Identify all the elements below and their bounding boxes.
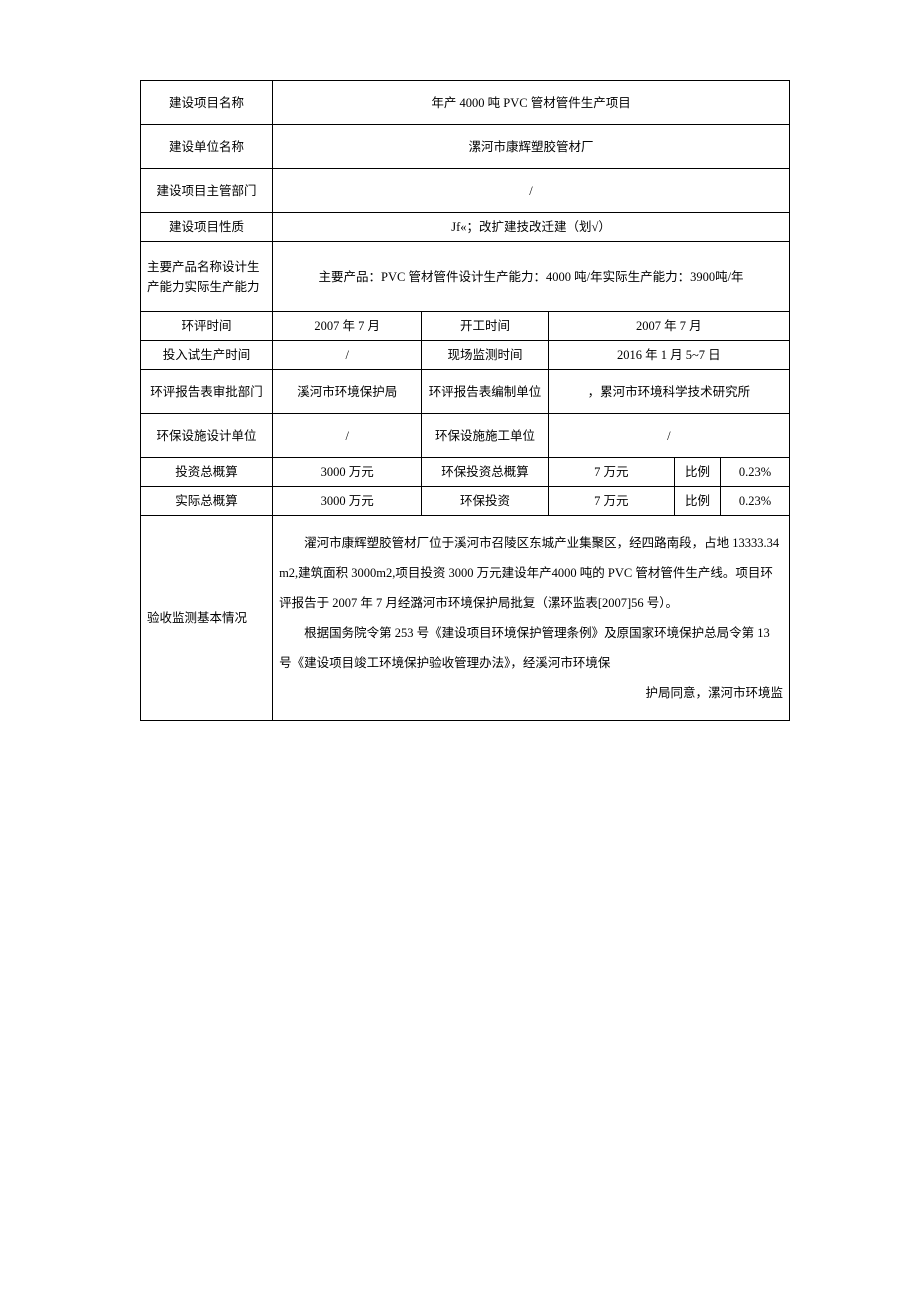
cell-value: /: [548, 414, 789, 458]
cell-label: 建设项目主管部门: [141, 169, 273, 213]
table-row: 环评时间 2007 年 7 月 开工时间 2007 年 7 月: [141, 312, 790, 341]
cell-label: 比例: [675, 458, 721, 487]
cell-value: 3000 万元: [273, 487, 422, 516]
cell-label: 验收监测基本情况: [141, 516, 273, 721]
cell-value: 0.23%: [720, 487, 789, 516]
cell-value: 溪河市环境保护局: [273, 370, 422, 414]
cell-value: 主要产品：PVC 管材管件设计生产能力：4000 吨/年实际生产能力：3900吨…: [273, 242, 790, 312]
cell-value: 3000 万元: [273, 458, 422, 487]
table-row: 环评报告表审批部门 溪河市环境保护局 环评报告表编制单位 ，累河市环境科学技术研…: [141, 370, 790, 414]
cell-value: /: [273, 341, 422, 370]
cell-value: /: [273, 414, 422, 458]
cell-label: 环保投资: [422, 487, 548, 516]
cell-label: 环保投资总概算: [422, 458, 548, 487]
cell-value: 年产 4000 吨 PVC 管材管件生产项目: [273, 81, 790, 125]
table-row: 环保设施设计单位 / 环保设施施工单位 /: [141, 414, 790, 458]
document-page: 建设项目名称 年产 4000 吨 PVC 管材管件生产项目 建设单位名称 漯河市…: [0, 0, 920, 801]
cell-label: 环保设施设计单位: [141, 414, 273, 458]
table-row: 主要产品名称设计生产能力实际生产能力 主要产品：PVC 管材管件设计生产能力：4…: [141, 242, 790, 312]
table-row: 建设项目名称 年产 4000 吨 PVC 管材管件生产项目: [141, 81, 790, 125]
cell-label: 建设项目名称: [141, 81, 273, 125]
table-row: 建设项目主管部门 /: [141, 169, 790, 213]
table-row: 建设单位名称 漯河市康辉塑胶管材厂: [141, 125, 790, 169]
cell-label: 环保设施施工单位: [422, 414, 548, 458]
cell-label: 现场监测时间: [422, 341, 548, 370]
cell-label: 建设单位名称: [141, 125, 273, 169]
cell-value: 7 万元: [548, 458, 674, 487]
cell-label: 投资总概算: [141, 458, 273, 487]
cell-label: 环评报告表审批部门: [141, 370, 273, 414]
cell-value: 2007 年 7 月: [548, 312, 789, 341]
cell-value: 0.23%: [720, 458, 789, 487]
table-row: 验收监测基本情况 濯河市康辉塑胶管材厂位于溪河市召陵区东城产业集聚区，经四路南段…: [141, 516, 790, 721]
summary-p2: 根据国务院令第 253 号《建设项目环境保护管理条例》及原国家环境保护总局令第 …: [279, 618, 783, 678]
cell-value: 7 万元: [548, 487, 674, 516]
cell-label: 比例: [675, 487, 721, 516]
cell-value: Jf«；改扩建技改迁建（划√）: [273, 213, 790, 242]
cell-label: 投入试生产时间: [141, 341, 273, 370]
summary-p3: 护局同意，漯河市环境监: [279, 678, 783, 708]
cell-label: 主要产品名称设计生产能力实际生产能力: [141, 242, 273, 312]
cell-value: ，累河市环境科学技术研究所: [548, 370, 789, 414]
summary-cell: 濯河市康辉塑胶管材厂位于溪河市召陵区东城产业集聚区，经四路南段，占地 13333…: [273, 516, 790, 721]
cell-label: 实际总概算: [141, 487, 273, 516]
table-row: 建设项目性质 Jf«；改扩建技改迁建（划√）: [141, 213, 790, 242]
cell-label: 开工时间: [422, 312, 548, 341]
cell-value: 2016 年 1 月 5~7 日: [548, 341, 789, 370]
table-row: 投资总概算 3000 万元 环保投资总概算 7 万元 比例 0.23%: [141, 458, 790, 487]
summary-p1: 濯河市康辉塑胶管材厂位于溪河市召陵区东城产业集聚区，经四路南段，占地 13333…: [279, 528, 783, 618]
table-row: 投入试生产时间 / 现场监测时间 2016 年 1 月 5~7 日: [141, 341, 790, 370]
cell-label: 环评时间: [141, 312, 273, 341]
cell-value: 2007 年 7 月: [273, 312, 422, 341]
table-row: 实际总概算 3000 万元 环保投资 7 万元 比例 0.23%: [141, 487, 790, 516]
project-info-table: 建设项目名称 年产 4000 吨 PVC 管材管件生产项目 建设单位名称 漯河市…: [140, 80, 790, 721]
cell-value: /: [273, 169, 790, 213]
cell-label: 环评报告表编制单位: [422, 370, 548, 414]
cell-value: 漯河市康辉塑胶管材厂: [273, 125, 790, 169]
cell-label: 建设项目性质: [141, 213, 273, 242]
